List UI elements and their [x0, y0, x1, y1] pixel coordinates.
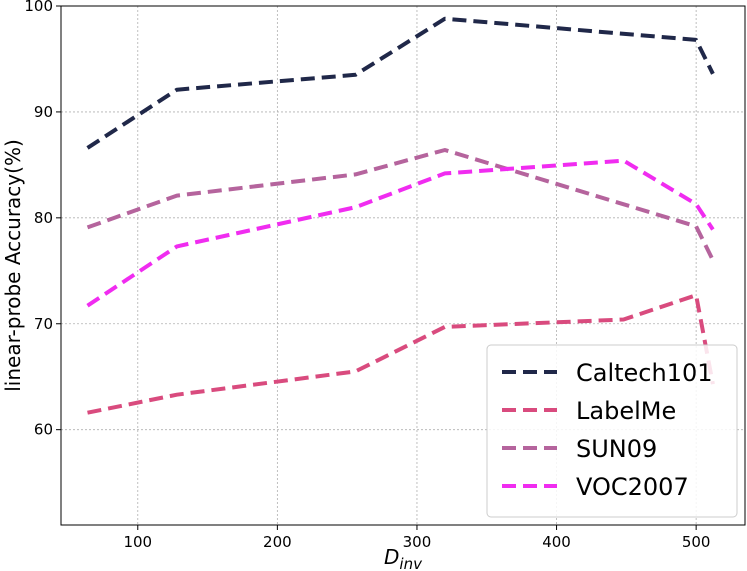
- x-tick-label: 500: [682, 533, 711, 551]
- x-tick-label: 200: [263, 533, 292, 551]
- x-ticks: 100 200 300 400 500: [123, 525, 710, 551]
- y-tick-label: 80: [34, 209, 53, 227]
- legend-label: Caltech101: [576, 359, 713, 387]
- y-tick-label: 90: [34, 103, 53, 121]
- legend-label: LabelMe: [576, 397, 676, 425]
- y-axis-label: linear-probe Accuracy(%): [1, 139, 25, 392]
- x-axis-label: Dinv: [384, 545, 423, 571]
- x-tick-label: 400: [542, 533, 571, 551]
- legend-label: VOC2007: [576, 473, 689, 501]
- series-line-labelme: [87, 293, 715, 415]
- legend-label: SUN09: [576, 435, 657, 463]
- y-tick-label: 60: [34, 421, 53, 439]
- y-tick-label: 100: [24, 0, 53, 15]
- plot-frame: [60, 5, 746, 526]
- x-tick-label: 300: [403, 533, 432, 551]
- x-tick-label: 100: [123, 533, 152, 551]
- y-ticks: 60 70 80 90 100: [24, 0, 61, 439]
- x-axis-label-sub: inv: [399, 555, 423, 571]
- x-axis-label-main: D: [384, 545, 399, 569]
- series-line-voc2007: [86, 158, 715, 308]
- legend: Caltech101 LabelMe SUN09 VOC2007: [486, 344, 738, 518]
- series-line-sun09: [86, 148, 715, 262]
- y-tick-label: 70: [34, 315, 53, 333]
- series-lines: [86, 16, 715, 415]
- series-line-caltech101: [86, 16, 715, 150]
- legend-box: [486, 344, 738, 518]
